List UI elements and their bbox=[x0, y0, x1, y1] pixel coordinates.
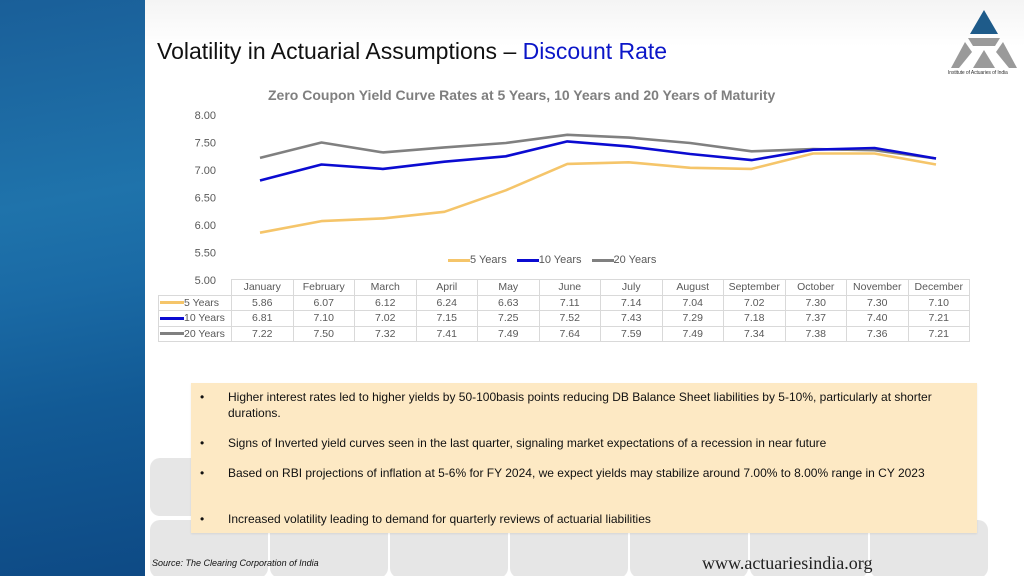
bullet-marker: • bbox=[200, 390, 205, 404]
table-cell: 7.25 bbox=[477, 310, 540, 327]
y-tick-label: 6.00 bbox=[195, 220, 216, 232]
table-cell: 7.29 bbox=[661, 310, 724, 327]
key-insights-box: • Higher interest rates led to higher yi… bbox=[191, 383, 977, 533]
bullet-text: Signs of Inverted yield curves seen in t… bbox=[228, 436, 827, 450]
month-header: August bbox=[661, 279, 724, 296]
side-decorative-panel bbox=[0, 0, 145, 576]
y-tick-label: 6.50 bbox=[195, 193, 216, 205]
table-cell: 6.81 bbox=[231, 310, 294, 327]
y-tick-label: 5.00 bbox=[195, 275, 216, 285]
logo-caption: Institute of Actuaries of India bbox=[948, 70, 1008, 76]
table-cell: 7.10 bbox=[292, 310, 355, 327]
table-cell: 7.59 bbox=[600, 325, 663, 342]
month-header: April bbox=[415, 279, 478, 296]
y-tick-label: 8.00 bbox=[195, 110, 216, 122]
table-cell: 7.37 bbox=[784, 310, 847, 327]
legend-item-5y: 5 Years bbox=[448, 254, 507, 266]
legend-item-20y: 20 Years bbox=[591, 254, 657, 266]
table-row: 10 Years 6.81 7.10 7.02 7.15 7.25 7.52 7.43 7.29… bbox=[158, 310, 970, 327]
table-cell: 7.64 bbox=[538, 325, 601, 342]
table-cell: 6.07 bbox=[292, 294, 355, 311]
website-link[interactable]: www.actuariesindia.org bbox=[702, 553, 873, 573]
table-cell: 7.22 bbox=[231, 325, 294, 342]
table-cell: 7.30 bbox=[784, 294, 847, 311]
month-header: January bbox=[231, 279, 294, 296]
legend-label: 10 Years bbox=[538, 254, 582, 266]
page-title: Volatility in Actuarial Assumptions – Di… bbox=[157, 38, 667, 65]
table-cell: 7.41 bbox=[415, 325, 478, 342]
month-header: July bbox=[600, 279, 663, 296]
series-swatch bbox=[160, 301, 184, 305]
legend-swatch-5y bbox=[448, 258, 470, 262]
chart-legend: 5 Years 10 Years 20 Years bbox=[448, 254, 656, 266]
legend-swatch-20y bbox=[591, 258, 614, 262]
table-cell: 7.02 bbox=[723, 294, 786, 311]
series-line-20-years bbox=[259, 133, 937, 160]
series-swatch bbox=[160, 332, 184, 336]
table-row: 5 Years 5.86 6.07 6.12 6.24 6.63 7.11 7.14 7.04 7… bbox=[158, 294, 970, 311]
series-line-5-years bbox=[259, 152, 937, 234]
table-cell: 5.86 bbox=[231, 294, 294, 311]
bullet-text: Higher interest rates led to higher yiel… bbox=[228, 390, 932, 420]
y-tick-label: 7.00 bbox=[195, 165, 216, 177]
source-note: Source: The Clearing Corporation of Indi… bbox=[152, 558, 319, 568]
month-header: November bbox=[846, 279, 909, 296]
legend-item-10y: 10 Years bbox=[516, 254, 582, 266]
table-corner bbox=[159, 280, 232, 296]
month-header: March bbox=[354, 279, 417, 296]
table-row: 20 Years 7.22 7.50 7.32 7.41 7.49 7.64 7.59 7.49… bbox=[158, 325, 970, 342]
table-cell: 7.52 bbox=[538, 310, 601, 327]
table-cell: 7.02 bbox=[354, 310, 417, 327]
bullet-text: Increased volatility leading to demand f… bbox=[228, 512, 651, 526]
series-label: 5 Years bbox=[158, 294, 232, 311]
series-label: 10 Years bbox=[158, 310, 232, 327]
table-cell: 7.15 bbox=[415, 310, 478, 327]
month-header: May bbox=[477, 279, 540, 296]
title-main: Volatility in Actuarial Assumptions – bbox=[157, 38, 523, 64]
month-header: September bbox=[723, 279, 786, 296]
table-cell: 7.30 bbox=[846, 294, 909, 311]
legend-swatch-10y bbox=[516, 258, 539, 262]
y-tick-label: 7.50 bbox=[195, 138, 216, 150]
table-cell: 7.04 bbox=[661, 294, 724, 311]
month-header: October bbox=[784, 279, 847, 296]
table-cell: 6.63 bbox=[477, 294, 540, 311]
month-header: June bbox=[538, 279, 601, 296]
legend-label: 20 Years bbox=[613, 254, 657, 266]
table-cell: 7.43 bbox=[600, 310, 663, 327]
table-cell: 7.38 bbox=[784, 325, 847, 342]
table-cell: 7.32 bbox=[354, 325, 417, 342]
bullet-marker: • bbox=[200, 436, 205, 450]
series-swatch bbox=[160, 316, 184, 320]
bullet-text: Based on RBI projections of inflation at… bbox=[228, 466, 925, 480]
legend-label: 5 Years bbox=[470, 254, 507, 266]
institute-logo-icon bbox=[951, 10, 1017, 68]
table-cell: 6.24 bbox=[415, 294, 478, 311]
table-cell: 7.14 bbox=[600, 294, 663, 311]
table-cell: 6.12 bbox=[354, 294, 417, 311]
series-label: 20 Years bbox=[158, 325, 232, 342]
bullet-marker: • bbox=[200, 512, 205, 526]
month-header: February bbox=[292, 279, 355, 296]
bullet-marker: • bbox=[200, 466, 205, 480]
chart-title: Zero Coupon Yield Curve Rates at 5 Years… bbox=[268, 87, 776, 103]
table-cell: 7.36 bbox=[846, 325, 909, 342]
table-cell: 7.49 bbox=[661, 325, 724, 342]
y-tick-label: 5.50 bbox=[195, 248, 216, 260]
title-accent: Discount Rate bbox=[522, 38, 668, 64]
table-cell: 7.11 bbox=[538, 294, 601, 311]
table-cell: 7.10 bbox=[907, 294, 970, 311]
table-cell: 7.50 bbox=[292, 325, 355, 342]
table-header-row: January February March April May June Ju… bbox=[159, 279, 970, 296]
month-header: December bbox=[907, 279, 970, 296]
table-cell: 7.40 bbox=[846, 310, 909, 327]
table-cell: 7.49 bbox=[477, 325, 540, 342]
table-cell: 7.21 bbox=[907, 325, 970, 342]
chart-data-table: January February March April May June Ju… bbox=[158, 279, 970, 342]
table-cell: 7.18 bbox=[723, 310, 786, 327]
table-cell: 7.21 bbox=[907, 310, 970, 327]
series-line-10-years bbox=[259, 140, 937, 182]
line-chart: 8.00 7.50 7.00 6.50 6.00 5.50 5.00 bbox=[195, 110, 937, 285]
table-cell: 7.34 bbox=[723, 325, 786, 342]
